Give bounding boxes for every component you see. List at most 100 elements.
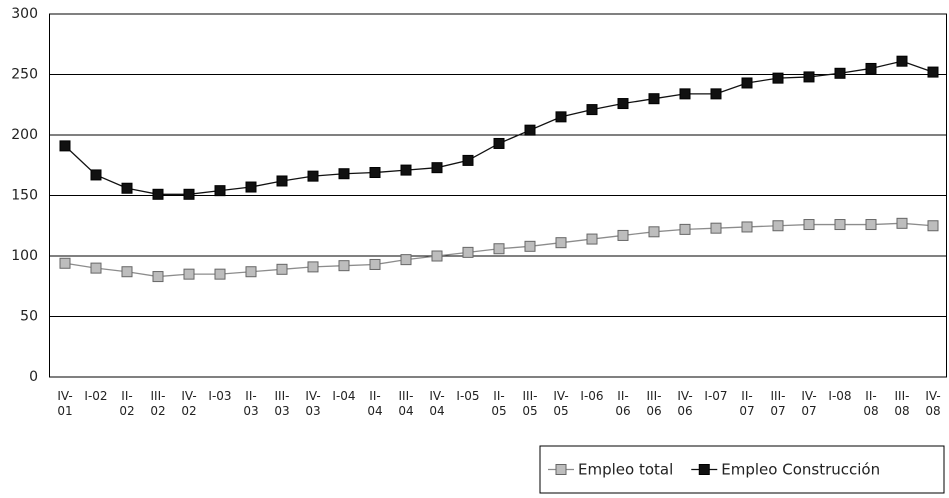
plot-frame	[49, 13, 947, 378]
series-line	[64, 60, 934, 195]
x-tick-label: I-06	[580, 389, 604, 403]
point-marker	[493, 243, 505, 255]
x-tick-label: IV-06	[677, 389, 693, 418]
x-tick-label: I-08	[828, 389, 852, 403]
point-marker	[493, 137, 505, 149]
point-marker	[462, 246, 474, 258]
point-marker	[896, 55, 908, 67]
point-marker	[90, 169, 102, 181]
point-marker	[648, 226, 660, 238]
x-tick-label: I-05	[456, 389, 480, 403]
point-marker	[679, 223, 691, 235]
point-marker	[369, 258, 381, 270]
legend-label: Empleo Construcción	[721, 461, 880, 479]
point-marker	[865, 62, 877, 74]
x-tick-label: IV-02	[181, 389, 197, 418]
point-marker	[245, 266, 257, 278]
x-tick-label: II-02	[119, 389, 135, 418]
point-marker	[214, 185, 226, 197]
x-tick-label: II-07	[739, 389, 755, 418]
x-tick-label: I-04	[332, 389, 356, 403]
point-marker	[834, 67, 846, 79]
point-marker	[214, 268, 226, 280]
point-marker	[834, 219, 846, 231]
x-tick-label: II-05	[491, 389, 507, 418]
point-marker	[183, 188, 195, 200]
point-marker	[586, 104, 598, 116]
x-tick-label: III-02	[150, 389, 166, 418]
point-marker	[741, 77, 753, 89]
point-marker	[431, 250, 443, 262]
x-tick-label: IV-04	[429, 389, 445, 418]
point-marker	[183, 268, 195, 280]
x-tick-label: II-03	[243, 389, 259, 418]
x-tick-label: III-05	[522, 389, 538, 418]
point-marker	[400, 254, 412, 266]
point-marker	[121, 182, 133, 194]
x-tick-label: I-02	[84, 389, 108, 403]
point-marker	[648, 93, 660, 105]
point-marker	[307, 261, 319, 273]
point-marker	[772, 72, 784, 84]
x-tick-label: IV-05	[553, 389, 569, 418]
x-tick-label: II-04	[367, 389, 383, 418]
legend-box	[539, 445, 945, 494]
point-marker	[617, 98, 629, 110]
point-marker	[276, 263, 288, 275]
x-tick-label: II-06	[615, 389, 631, 418]
point-marker	[431, 162, 443, 174]
point-marker	[803, 71, 815, 83]
legend-label: Empleo total	[578, 461, 673, 479]
point-marker	[865, 219, 877, 231]
point-marker	[710, 88, 722, 100]
x-tick-label: IV-03	[305, 389, 321, 418]
point-marker	[555, 111, 567, 123]
x-tick-label: I-03	[208, 389, 232, 403]
x-tick-label: I-07	[704, 389, 728, 403]
point-marker	[741, 221, 753, 233]
point-marker	[90, 262, 102, 274]
point-marker	[679, 88, 691, 100]
y-tick-label: 0	[29, 369, 38, 385]
point-marker	[555, 237, 567, 249]
point-marker	[803, 219, 815, 231]
x-tick-label: IV-01	[57, 389, 73, 418]
point-marker	[276, 175, 288, 187]
x-tick-label: IV-07	[801, 389, 817, 418]
point-marker	[927, 66, 939, 78]
point-marker	[152, 271, 164, 283]
x-tick-label: III-07	[770, 389, 786, 418]
x-tick-label: III-06	[646, 389, 662, 418]
y-tick-label: 250	[11, 67, 38, 83]
point-marker	[152, 188, 164, 200]
x-tick-label: III-08	[894, 389, 910, 418]
point-marker	[896, 217, 908, 229]
legend-marker	[698, 464, 710, 475]
point-marker	[307, 170, 319, 182]
y-tick-label: 50	[20, 309, 38, 325]
point-marker	[524, 240, 536, 252]
point-marker	[524, 124, 536, 136]
y-tick-label: 200	[11, 127, 38, 143]
y-tick-label: 150	[11, 188, 38, 204]
x-tick-label: IV-08	[925, 389, 941, 418]
point-marker	[400, 164, 412, 176]
point-marker	[369, 167, 381, 179]
point-marker	[772, 220, 784, 232]
x-tick-label: III-04	[398, 389, 414, 418]
y-tick-label: 100	[11, 248, 38, 264]
point-marker	[927, 220, 939, 232]
point-marker	[617, 229, 629, 241]
x-tick-label: III-03	[274, 389, 290, 418]
legend-marker	[555, 464, 567, 475]
y-tick-label: 300	[11, 6, 38, 22]
point-marker	[59, 140, 71, 152]
point-marker	[338, 168, 350, 180]
legend: Empleo total Empleo Construcción	[539, 445, 945, 494]
point-marker	[710, 222, 722, 234]
point-marker	[586, 233, 598, 245]
point-marker	[245, 181, 257, 193]
point-marker	[59, 257, 71, 269]
